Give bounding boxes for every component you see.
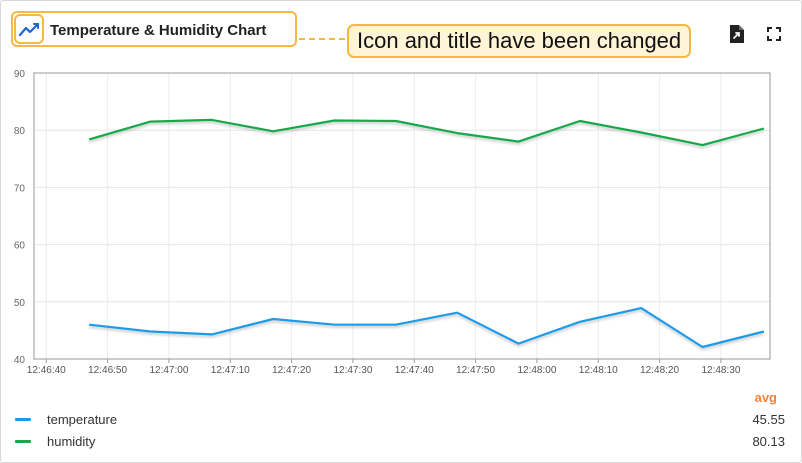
y-tick-label: 60 — [14, 241, 26, 252]
line-chart: 40 50 60 70 80 90 12:46:40 12:46:50 12:47:00 12:4… — [14, 69, 771, 376]
x-tick-label: 12:48:20 — [640, 365, 679, 376]
x-tick-label: 12:47:30 — [333, 365, 372, 376]
fullscreen-icon[interactable] — [762, 23, 786, 45]
legend-swatch-temperature — [15, 418, 31, 421]
x-tick-label: 12:48:00 — [517, 365, 556, 376]
y-tick-label: 40 — [14, 355, 26, 366]
plot-area-border — [33, 72, 771, 360]
widget-title: Temperature & Humidity Chart — [50, 22, 267, 39]
y-tick-label: 90 — [14, 69, 26, 80]
legend-label: humidity — [47, 434, 96, 449]
y-tick-label: 80 — [14, 126, 26, 137]
x-tick-label: 12:48:10 — [579, 365, 618, 376]
legend-item-humidity[interactable]: humidity 80.13 — [15, 433, 785, 451]
x-tick-label: 12:47:00 — [149, 365, 188, 376]
export-file-icon[interactable] — [725, 23, 749, 45]
y-tick-label: 50 — [14, 298, 26, 309]
series-line-temperature — [89, 307, 765, 349]
legend-avg-value: 45.55 — [752, 412, 785, 427]
y-tick-label: 70 — [14, 183, 26, 194]
legend-avg-value: 80.13 — [752, 434, 785, 449]
x-tick-label: 12:47:10 — [211, 365, 250, 376]
widget-header: Temperature & Humidity Chart — [11, 11, 297, 47]
legend-swatch-humidity — [15, 440, 31, 443]
legend-avg-header: avg — [754, 390, 777, 405]
x-tick-label: 12:46:40 — [27, 365, 66, 376]
x-tick-label: 12:47:50 — [456, 365, 495, 376]
annotation-callout: Icon and title have been changed — [347, 24, 692, 58]
legend-item-temperature[interactable]: temperature 45.55 — [15, 411, 785, 429]
trend-line-icon — [14, 14, 44, 44]
x-tick-label: 12:47:20 — [272, 365, 311, 376]
x-tick-label: 12:48:30 — [701, 365, 740, 376]
series-line-humidity — [88, 118, 765, 147]
legend-label: temperature — [47, 412, 118, 427]
x-tick-label: 12:47:40 — [395, 365, 434, 376]
x-tick-label: 12:46:50 — [88, 365, 127, 376]
annotation-connector — [299, 38, 345, 40]
